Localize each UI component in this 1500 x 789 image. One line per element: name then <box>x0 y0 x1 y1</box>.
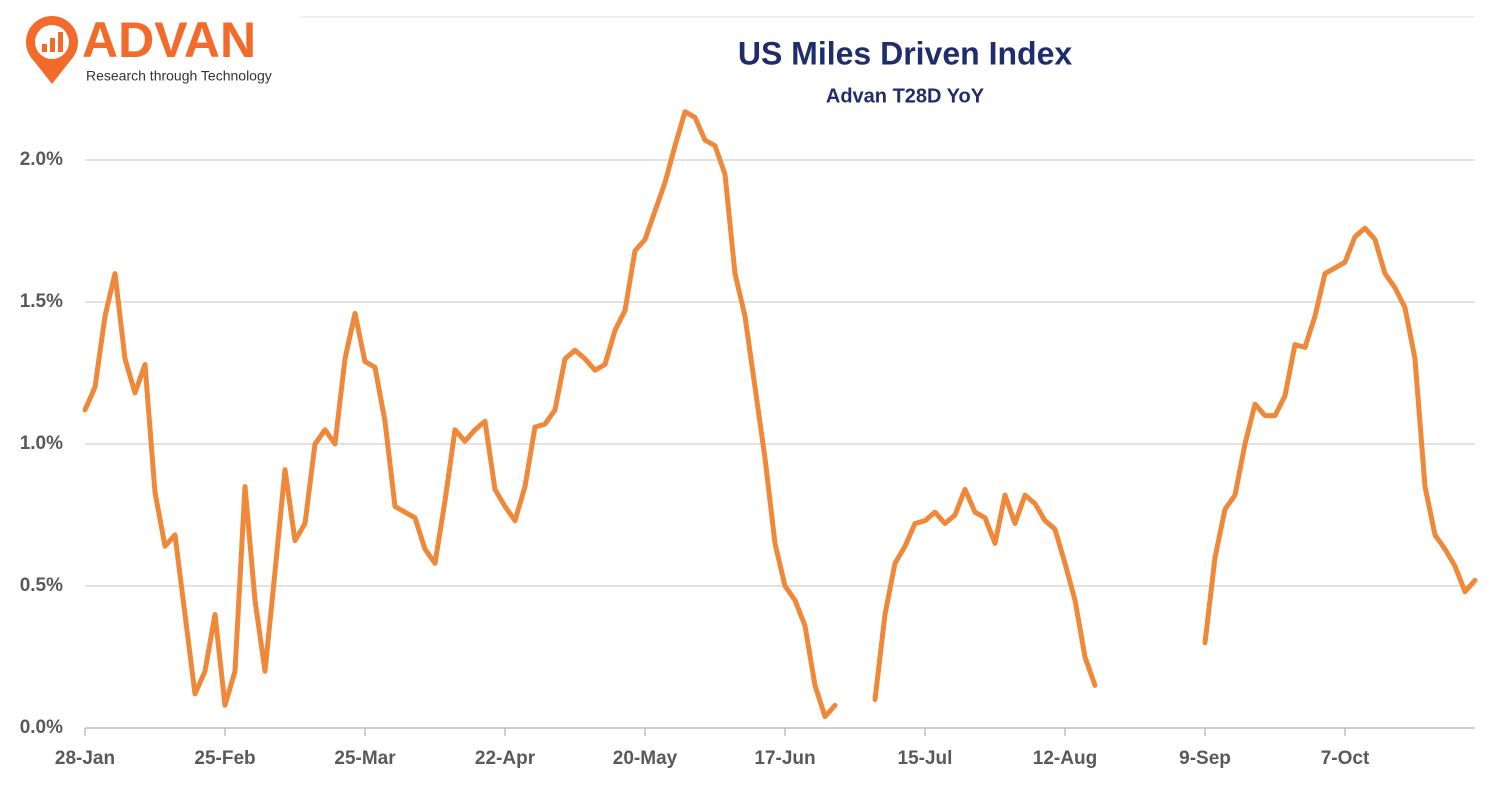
logo-name: ADVAN <box>82 12 256 68</box>
y-tick-label: 0.0% <box>20 717 63 738</box>
data-line <box>82 109 1478 720</box>
x-tick-label: 22-Apr <box>475 748 536 769</box>
y-tick-label: 2.0% <box>20 149 63 170</box>
logo-bar <box>50 38 55 52</box>
x-tick-label: 20-May <box>613 748 678 769</box>
chart-title: US Miles Driven Index <box>738 35 1073 71</box>
logo: ADVAN Research through Technology <box>26 12 272 84</box>
logo-pin <box>30 56 74 84</box>
logo-bar <box>58 32 63 52</box>
y-tick-label: 0.5% <box>20 575 63 596</box>
logo-bar <box>42 44 47 52</box>
x-tick-label: 28-Jan <box>55 748 115 769</box>
y-tick-label: 1.0% <box>20 433 63 454</box>
x-tick-label: 7-Oct <box>1321 748 1370 769</box>
x-tick-label: 17-Jun <box>754 748 815 769</box>
x-tick-label: 15-Jul <box>898 748 953 769</box>
x-tick-label: 25-Mar <box>334 748 396 769</box>
y-tick-label: 1.5% <box>20 291 63 312</box>
chart-subtitle: Advan T28D YoY <box>826 85 985 107</box>
x-tick-label: 9-Sep <box>1179 748 1231 769</box>
x-tick-label: 25-Feb <box>194 748 255 769</box>
logo-tagline: Research through Technology <box>86 68 272 84</box>
x-tick-label: 12-Aug <box>1033 748 1097 769</box>
